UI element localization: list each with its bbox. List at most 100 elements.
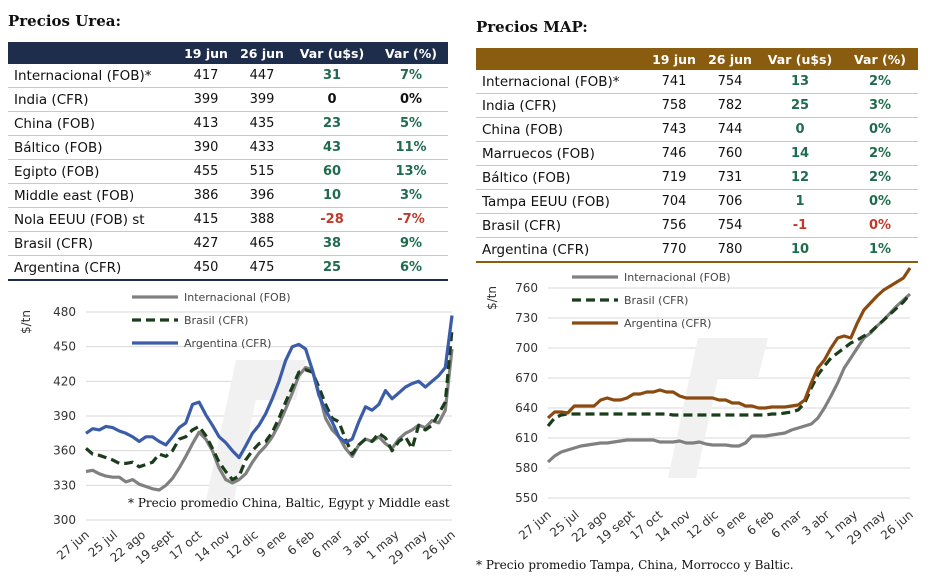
x-tick-label: 12 dic [684, 508, 721, 542]
x-tick-label: 26 jun [420, 528, 458, 563]
row-var-pct: 0% [842, 213, 918, 238]
table-row: India (CFR) 758 782 25 3% [476, 93, 918, 118]
row-value-date-1: 756 [646, 213, 702, 238]
row-value-date-1: 413 [178, 111, 234, 136]
x-tick-label: 9 ene [254, 528, 289, 560]
urea-price-table: 19 jun 26 jun Var (u$s) Var (%) Internac… [8, 42, 448, 281]
row-var-usd: -28 [290, 207, 374, 232]
series-line-internacional-fob- [546, 292, 912, 464]
y-tick-label: 580 [515, 461, 538, 475]
y-tick-label: 550 [515, 491, 538, 505]
table-row: Brasil (CFR) 427 465 38 9% [8, 231, 448, 256]
row-value-date-1: 758 [646, 93, 702, 118]
row-var-usd: 14 [758, 141, 842, 166]
row-var-pct: 5% [374, 111, 448, 136]
header-var-usd: Var (u$s) [767, 51, 833, 67]
y-axis-title: $/tn [485, 286, 499, 310]
urea-table-header: 19 jun 26 jun Var (u$s) Var (%) [8, 42, 448, 64]
table-row: China (FOB) 413 435 23 5% [8, 111, 448, 136]
y-tick-label: 700 [515, 341, 538, 355]
header-var-usd: Var (u$s) [299, 45, 365, 61]
y-tick-label: 330 [53, 478, 76, 492]
x-tick-label: 27 jun [54, 528, 92, 563]
row-value-date-1: 386 [178, 183, 234, 208]
row-name: Nola EEUU (FOB) st [8, 207, 178, 232]
row-value-date-1: 741 [646, 70, 702, 94]
row-name: Brasil (CFR) [476, 213, 646, 238]
row-var-usd: 10 [758, 237, 842, 263]
row-var-usd: 0 [758, 117, 842, 142]
row-value-date-2: 744 [702, 117, 758, 142]
row-var-usd: 31 [290, 64, 374, 88]
row-name: Marruecos (FOB) [476, 141, 646, 166]
row-name: Argentina (CFR) [8, 255, 178, 281]
header-date-2: 26 jun [708, 51, 752, 67]
y-tick-label: 360 [53, 444, 76, 458]
row-var-usd: 25 [758, 93, 842, 118]
x-tick-label: 6 mar [768, 508, 804, 542]
map-footnote: * Precio promedio Tampa, China, Morrocco… [476, 558, 794, 572]
y-tick-label: 760 [515, 281, 538, 295]
map-section-title: Precios MAP: [476, 18, 588, 36]
row-var-usd: 23 [290, 111, 374, 136]
y-tick-label: 480 [53, 305, 76, 319]
row-value-date-2: 399 [234, 87, 290, 112]
header-var-pct: Var (%) [385, 45, 437, 61]
row-var-pct: 3% [842, 93, 918, 118]
row-var-usd: 60 [290, 159, 374, 184]
row-value-date-1: 770 [646, 237, 702, 263]
watermark-logo-icon [206, 360, 306, 500]
row-value-date-2: 706 [702, 189, 758, 214]
urea-footnote: * Precio promedio China, Baltic, Egypt y… [128, 496, 450, 510]
row-name: China (FOB) [8, 111, 178, 136]
table-row: China (FOB) 743 744 0 0% [476, 117, 918, 142]
row-name: Internacional (FOB)* [8, 64, 178, 88]
row-value-date-2: 515 [234, 159, 290, 184]
row-value-date-2: 754 [702, 213, 758, 238]
row-var-usd: 0 [290, 87, 374, 112]
y-tick-label: 300 [53, 513, 76, 527]
y-tick-label: 450 [53, 340, 76, 354]
table-row: Argentina (CFR) 450 475 25 6% [8, 255, 448, 281]
row-name: Middle east (FOB) [8, 183, 178, 208]
row-name: Argentina (CFR) [476, 237, 646, 263]
row-var-usd: 12 [758, 165, 842, 190]
row-name: Brasil (CFR) [8, 231, 178, 256]
row-value-date-1: 399 [178, 87, 234, 112]
row-value-date-1: 743 [646, 117, 702, 142]
row-var-pct: 0% [374, 87, 448, 112]
header-date-1: 19 jun [184, 45, 228, 61]
table-row: Nola EEUU (FOB) st 415 388 -28 -7% [8, 207, 448, 232]
x-tick-label: 6 mar [309, 528, 345, 562]
row-var-pct: 9% [374, 231, 448, 256]
row-value-date-2: 475 [234, 255, 290, 281]
row-value-date-1: 704 [646, 189, 702, 214]
row-var-usd: 43 [290, 135, 374, 160]
map-price-table: 19 jun 26 jun Var (u$s) Var (%) Internac… [476, 48, 918, 263]
table-row: Middle east (FOB) 386 396 10 3% [8, 183, 448, 208]
row-var-usd: 1 [758, 189, 842, 214]
table-row: Argentina (CFR) 770 780 10 1% [476, 237, 918, 263]
table-row: Báltico (FOB) 390 433 43 11% [8, 135, 448, 160]
row-var-pct: 0% [842, 189, 918, 214]
row-value-date-1: 427 [178, 231, 234, 256]
x-tick-label: 26 jun [878, 508, 916, 543]
x-tick-label: 9 ene [714, 508, 749, 540]
series-line-brasil-cfr- [546, 292, 912, 428]
row-var-pct: 1% [842, 237, 918, 263]
legend-label: Argentina (CFR) [624, 317, 711, 330]
row-name: India (CFR) [8, 87, 178, 112]
row-var-pct: 2% [842, 70, 918, 94]
row-value-date-2: 447 [234, 64, 290, 88]
table-row: India (CFR) 399 399 0 0% [8, 87, 448, 112]
row-value-date-1: 746 [646, 141, 702, 166]
row-name: Egipto (FOB) [8, 159, 178, 184]
row-var-pct: 2% [842, 141, 918, 166]
header-date-1: 19 jun [652, 51, 696, 67]
row-value-date-2: 760 [702, 141, 758, 166]
row-value-date-1: 455 [178, 159, 234, 184]
table-row: Internacional (FOB)* 741 754 13 2% [476, 70, 918, 94]
row-var-pct: 6% [374, 255, 448, 281]
row-var-usd: -1 [758, 213, 842, 238]
